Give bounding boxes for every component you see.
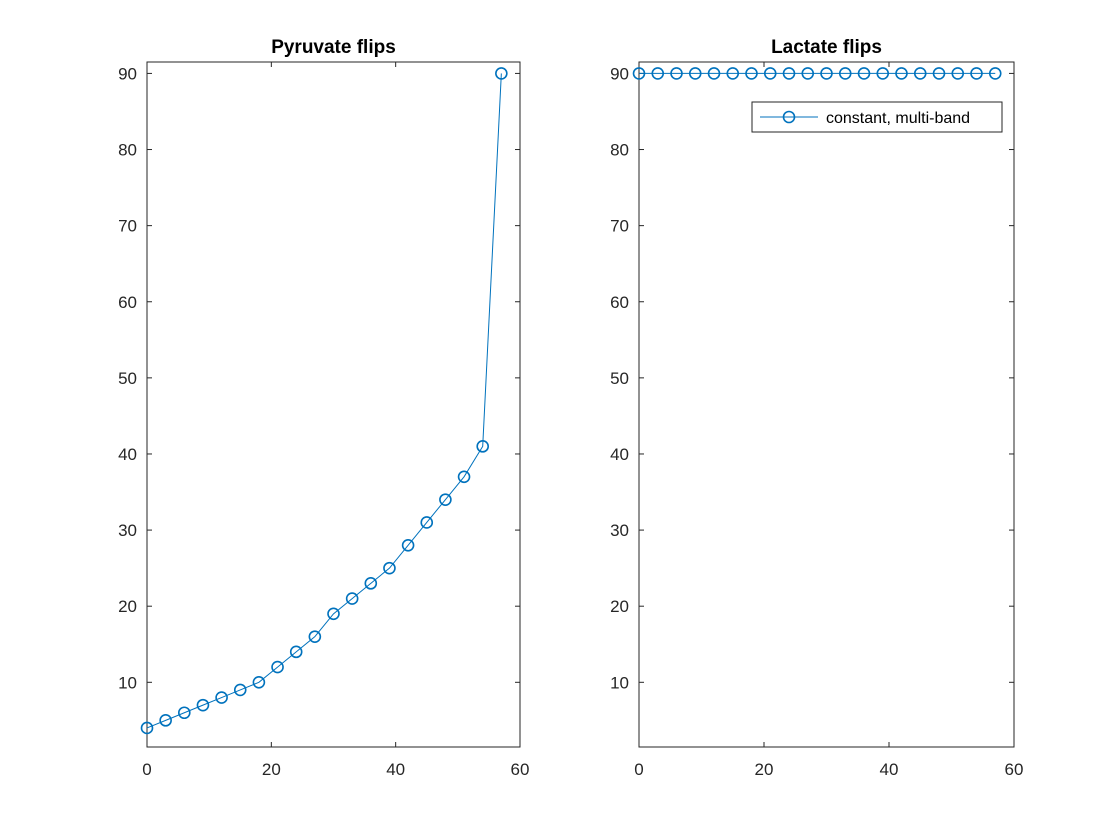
pyruvate-data-point [495, 67, 508, 80]
lactate-data-point [651, 67, 665, 80]
x-tick-label: 0 [142, 760, 151, 779]
pyruvate-data-point [252, 676, 266, 689]
pyruvate-data-point [178, 706, 191, 720]
legend-label: constant, multi-band [826, 110, 970, 127]
y-tick-label: 80 [118, 141, 137, 160]
x-tick-label: 60 [1005, 760, 1024, 779]
pyruvate-data-point [420, 516, 434, 529]
pyruvate-axes-box [146, 61, 521, 748]
y-tick-label: 40 [118, 445, 137, 464]
lactate-flips-chart: Lactate flips 0 20 40 60 10 20 30 40 50 60 70 80 90 co… [610, 37, 1023, 779]
lactate-data-point [895, 67, 908, 80]
lactate-data-point [763, 67, 777, 80]
lactate-chart-title: Lactate flips [771, 37, 882, 58]
pyruvate-data-point [327, 607, 340, 621]
pyruvate-data-point [233, 683, 247, 697]
y-tick-label: 30 [118, 521, 137, 540]
pyruvate-flips-chart: Pyruvate flips 0 20 40 60 10 20 30 40 50 60 70 80 90 [118, 37, 529, 779]
y-tick-label: 70 [610, 217, 629, 236]
lactate-data-point [688, 67, 702, 80]
x-tick-label: 40 [386, 760, 405, 779]
pyruvate-data-point [289, 645, 303, 659]
lactate-data-point [988, 67, 1002, 80]
y-tick-label: 50 [610, 369, 629, 388]
pyruvate-data-point [271, 660, 284, 674]
y-tick-label: 40 [610, 445, 629, 464]
lactate-axes-box [638, 61, 1015, 748]
pyruvate-data-point [308, 630, 322, 643]
lactate-data-point [932, 67, 946, 80]
pyruvate-data-point [364, 577, 378, 590]
lactate-data-point [707, 67, 721, 80]
x-tick-label: 60 [511, 760, 530, 779]
y-tick-label: 90 [118, 64, 137, 83]
lactate-data-point [876, 67, 890, 80]
lactate-data-point [670, 67, 683, 80]
y-tick-label: 30 [610, 521, 629, 540]
lactate-data-point [632, 67, 646, 80]
pyruvate-data-point [215, 691, 228, 704]
x-tick-label: 40 [880, 760, 899, 779]
y-tick-label: 60 [118, 293, 137, 312]
y-tick-label: 20 [118, 597, 137, 616]
y-tick-label: 20 [610, 597, 629, 616]
lactate-data-point [838, 67, 852, 80]
y-tick-label: 10 [118, 673, 137, 692]
pyruvate-data-point [457, 470, 471, 484]
lactate-data-point [820, 67, 833, 80]
legend-marker-swatch [782, 110, 796, 124]
lactate-data-point [913, 67, 927, 80]
x-tick-label: 20 [755, 760, 774, 779]
y-tick-label: 10 [610, 673, 629, 692]
lactate-data-point [726, 67, 740, 80]
pyruvate-data-point [476, 440, 490, 453]
y-tick-label: 60 [610, 293, 629, 312]
pyruvate-data-point [439, 493, 452, 506]
pyruvate-data-point [159, 714, 172, 727]
lactate-data-point [801, 67, 815, 80]
legend: constant, multi-band [751, 101, 1003, 133]
lactate-data-point [782, 67, 796, 80]
x-tick-label: 20 [262, 760, 281, 779]
lactate-data-point [745, 67, 758, 80]
lactate-data-point [951, 67, 965, 80]
pyruvate-data-point [383, 561, 396, 575]
pyruvate-data-point [345, 592, 359, 605]
pyruvate-data-point [196, 698, 210, 712]
y-tick-label: 80 [610, 141, 629, 160]
y-tick-label: 50 [118, 369, 137, 388]
lactate-data-point [970, 67, 983, 80]
y-tick-label: 70 [118, 217, 137, 236]
x-tick-label: 0 [634, 760, 643, 779]
lactate-data-point [857, 67, 871, 80]
pyruvate-chart-title: Pyruvate flips [271, 37, 396, 58]
pyruvate-data-point [140, 721, 154, 735]
y-tick-label: 90 [610, 64, 629, 83]
legend-box [751, 101, 1003, 133]
pyruvate-data-point [401, 539, 415, 552]
